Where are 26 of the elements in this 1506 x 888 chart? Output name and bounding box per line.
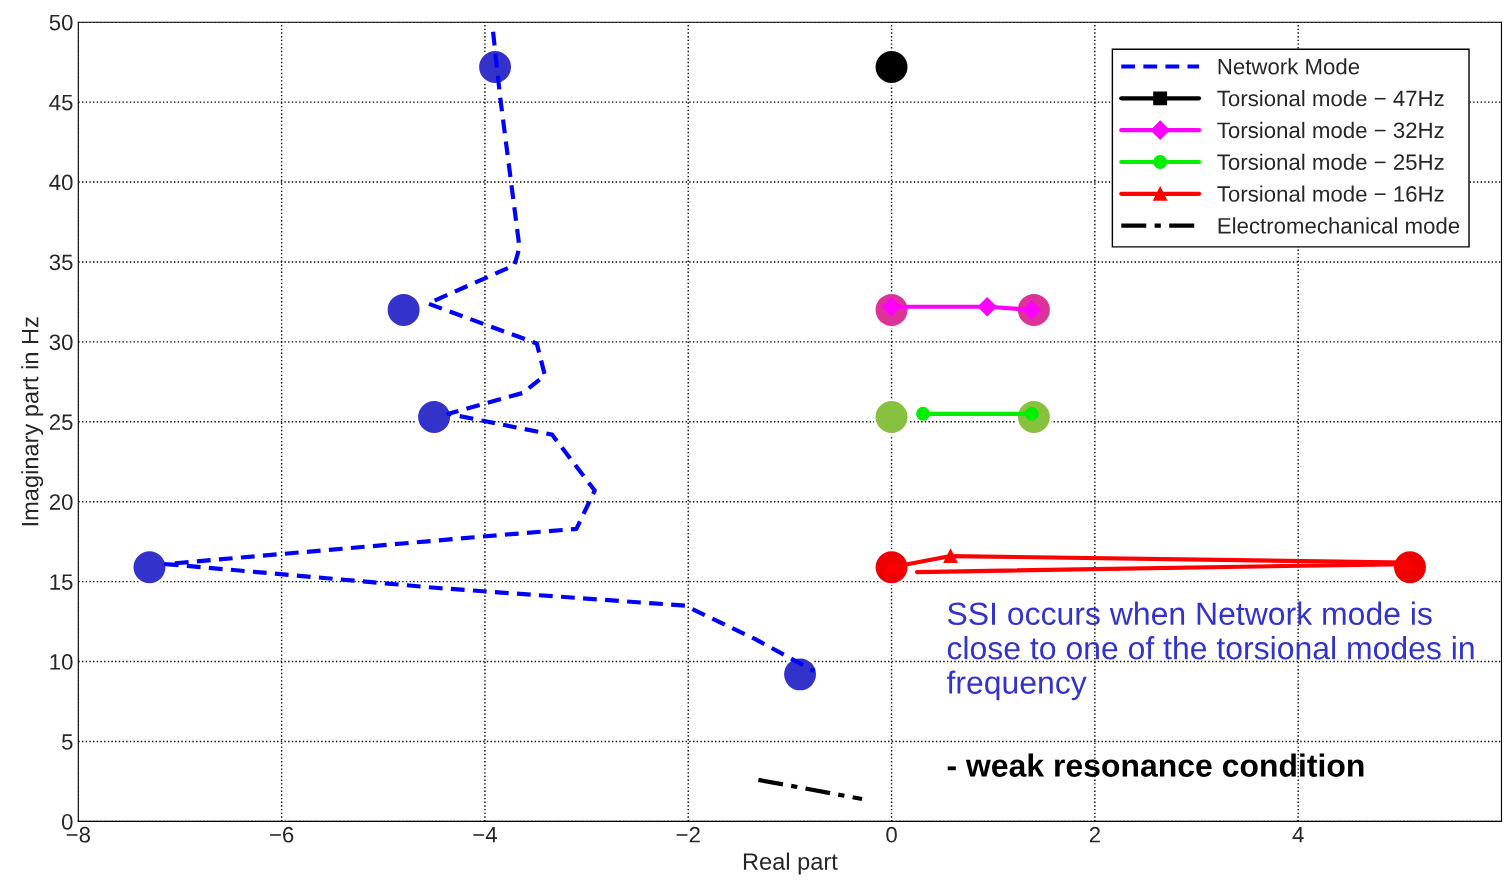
x-tick-label: 2 (1089, 826, 1100, 843)
x-tick-label: −2 (676, 826, 700, 843)
y-tick-label: 25 (49, 414, 73, 431)
annotation: SSI occurs when Network mode is close to one of the torsional modes in frequency (946, 601, 1474, 701)
x-tick-label: −6 (270, 826, 294, 843)
y-tick-label: 50 (49, 14, 73, 31)
legend-label: Network Mode (1218, 58, 1360, 75)
legend-label: Torsional mode − 47Hz (1217, 90, 1444, 107)
y-axis-title: Imaginary part in Hz (21, 317, 44, 526)
legend-label: Electromechanical mode (1218, 217, 1460, 234)
y-tick-label: 40 (49, 174, 73, 191)
y-tick-label: 30 (49, 334, 73, 351)
x-tick-label: −4 (473, 827, 497, 843)
y-tick-label: 35 (49, 254, 73, 271)
y-tick-label: 10 (50, 654, 73, 670)
y-tick-label: 45 (49, 94, 73, 111)
y-tick-label: 5 (61, 734, 73, 750)
y-tick-label: 15 (50, 574, 73, 590)
legend-label: Torsional mode − 32Hz (1217, 121, 1444, 139)
annotation: - weak resonance condition (947, 753, 1364, 777)
legend-label: Torsional mode − 16Hz (1217, 185, 1444, 202)
y-tick-label: 20 (49, 494, 73, 510)
legend-label: Torsional mode − 25Hz (1217, 153, 1444, 170)
x-axis-title: Real part (743, 852, 838, 875)
x-tick-label: 4 (1292, 827, 1304, 843)
x-tick-label: 0 (886, 826, 897, 843)
